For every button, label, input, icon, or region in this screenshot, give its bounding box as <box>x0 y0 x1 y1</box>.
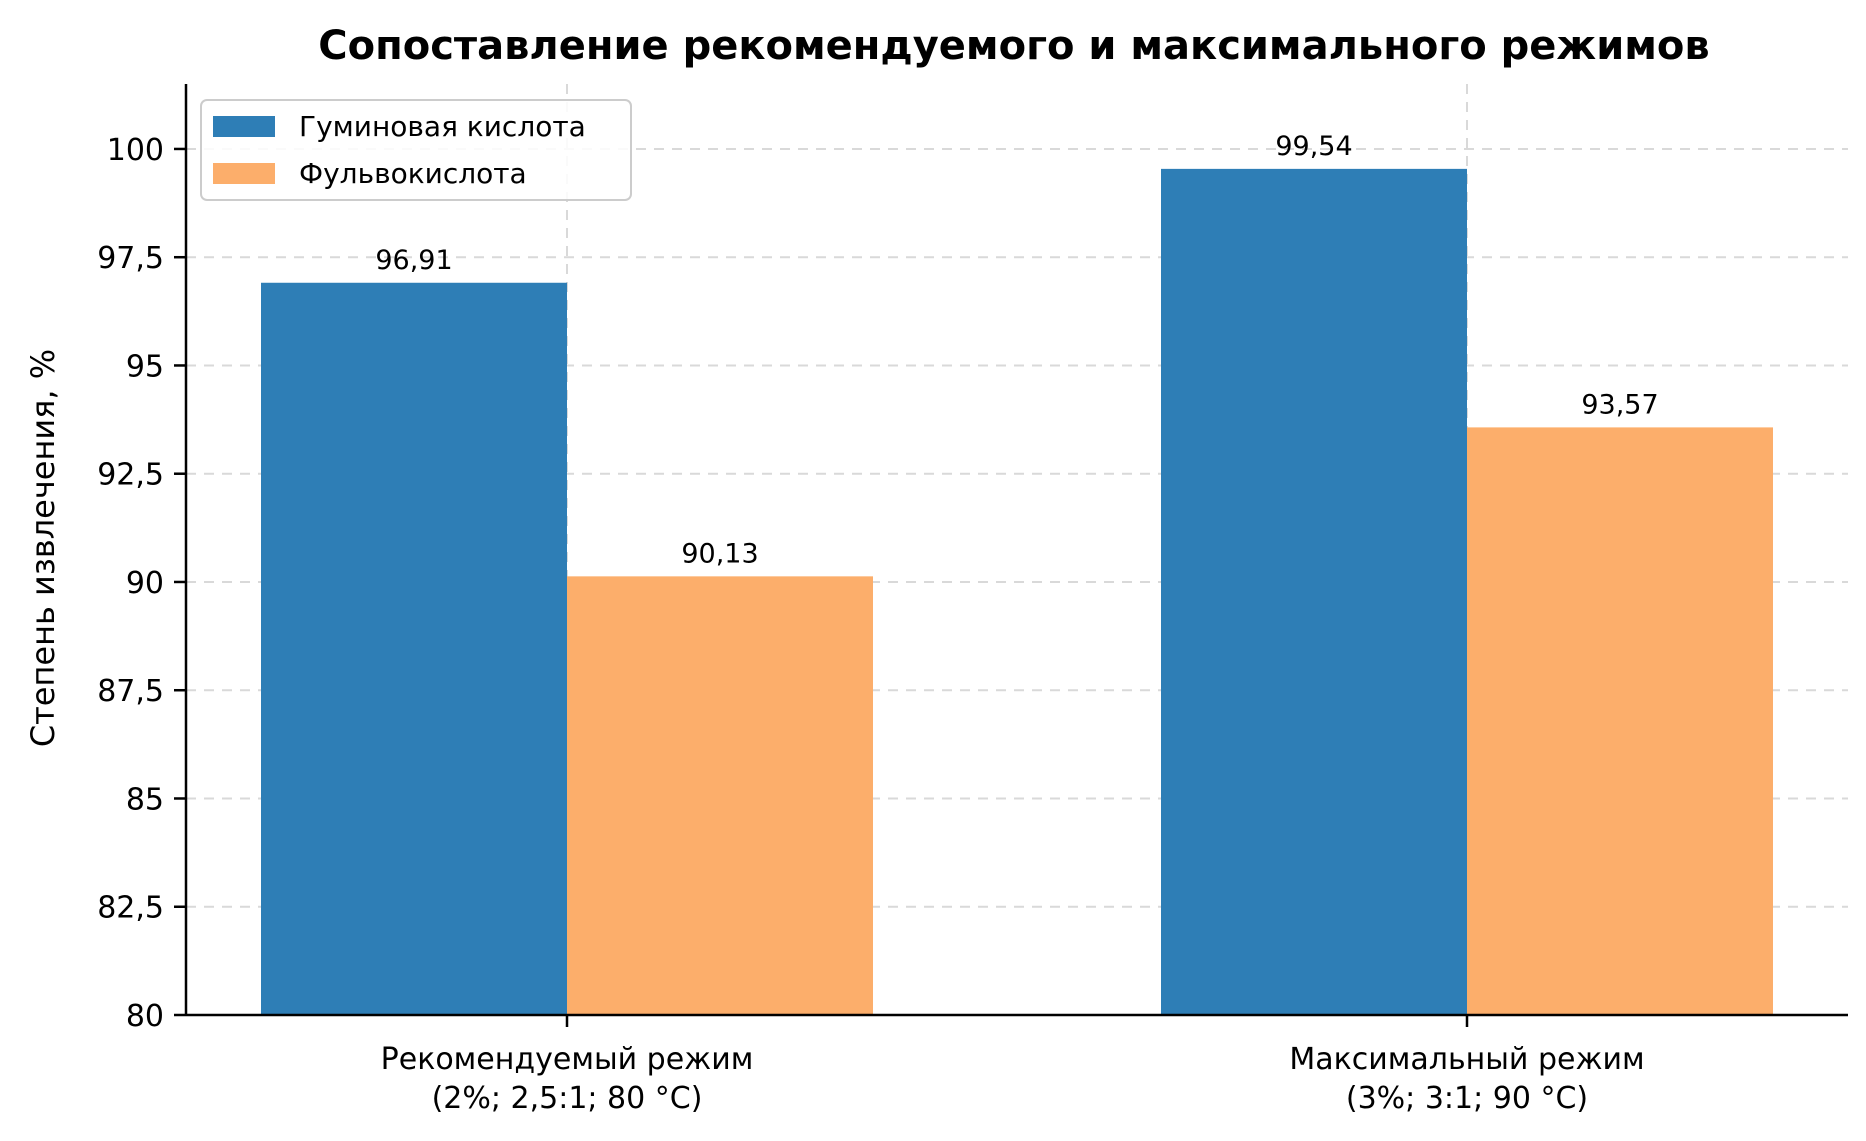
x-tick-label: Рекомендуемый режим <box>381 1042 754 1077</box>
x-ticks: Рекомендуемый режим (2%; 2,5:1; 80 °C) Мак… <box>381 1015 1645 1116</box>
y-tick-label: 82,5 <box>97 891 164 926</box>
y-tick-label: 92,5 <box>97 458 164 493</box>
bar-fulvic-1 <box>1467 427 1773 1015</box>
y-tick-label: 95 <box>126 349 164 384</box>
legend-label-fulvic-acid: Фульвокислота <box>299 157 527 190</box>
y-axis-label: Степень извлечения, % <box>24 349 62 747</box>
bar-humic-1 <box>1161 168 1467 1015</box>
data-label: 93,57 <box>1581 389 1658 420</box>
y-tick-label: 100 <box>107 133 164 168</box>
y-tick-label: 97,5 <box>97 241 164 276</box>
legend: Гуминовая кислота Фульвокислота <box>200 99 632 201</box>
data-label: 90,13 <box>681 538 758 569</box>
data-label: 99,54 <box>1275 131 1352 162</box>
legend-frame <box>200 99 632 201</box>
y-tick-label: 87,5 <box>97 674 164 709</box>
bar-humic-0 <box>261 282 567 1015</box>
x-tick-label: (2%; 2,5:1; 80 °C) <box>432 1081 703 1116</box>
x-tick-label: Максимальный режим <box>1289 1042 1644 1077</box>
y-tick-label: 80 <box>126 999 164 1034</box>
bars <box>261 168 1773 1015</box>
legend-label-humic-acid: Гуминовая кислота <box>299 110 586 143</box>
axes <box>184 84 1848 1017</box>
legend-swatch-fulvic-acid <box>213 163 275 184</box>
y-tick-label: 85 <box>126 782 164 817</box>
y-ticks: 80 82,5 85 87,5 90 92,5 95 97,5 100 <box>97 133 186 1034</box>
x-tick-label: (3%; 3:1; 90 °C) <box>1346 1081 1588 1116</box>
bar-fulvic-0 <box>567 576 873 1015</box>
data-labels: 96,91 99,54 90,13 93,57 <box>375 131 1658 569</box>
data-label: 96,91 <box>375 245 452 276</box>
y-tick-label: 90 <box>126 566 164 601</box>
chart-title: Сопоставление рекомендуемого и максималь… <box>318 23 1709 69</box>
legend-swatch-humic-acid <box>213 116 275 137</box>
